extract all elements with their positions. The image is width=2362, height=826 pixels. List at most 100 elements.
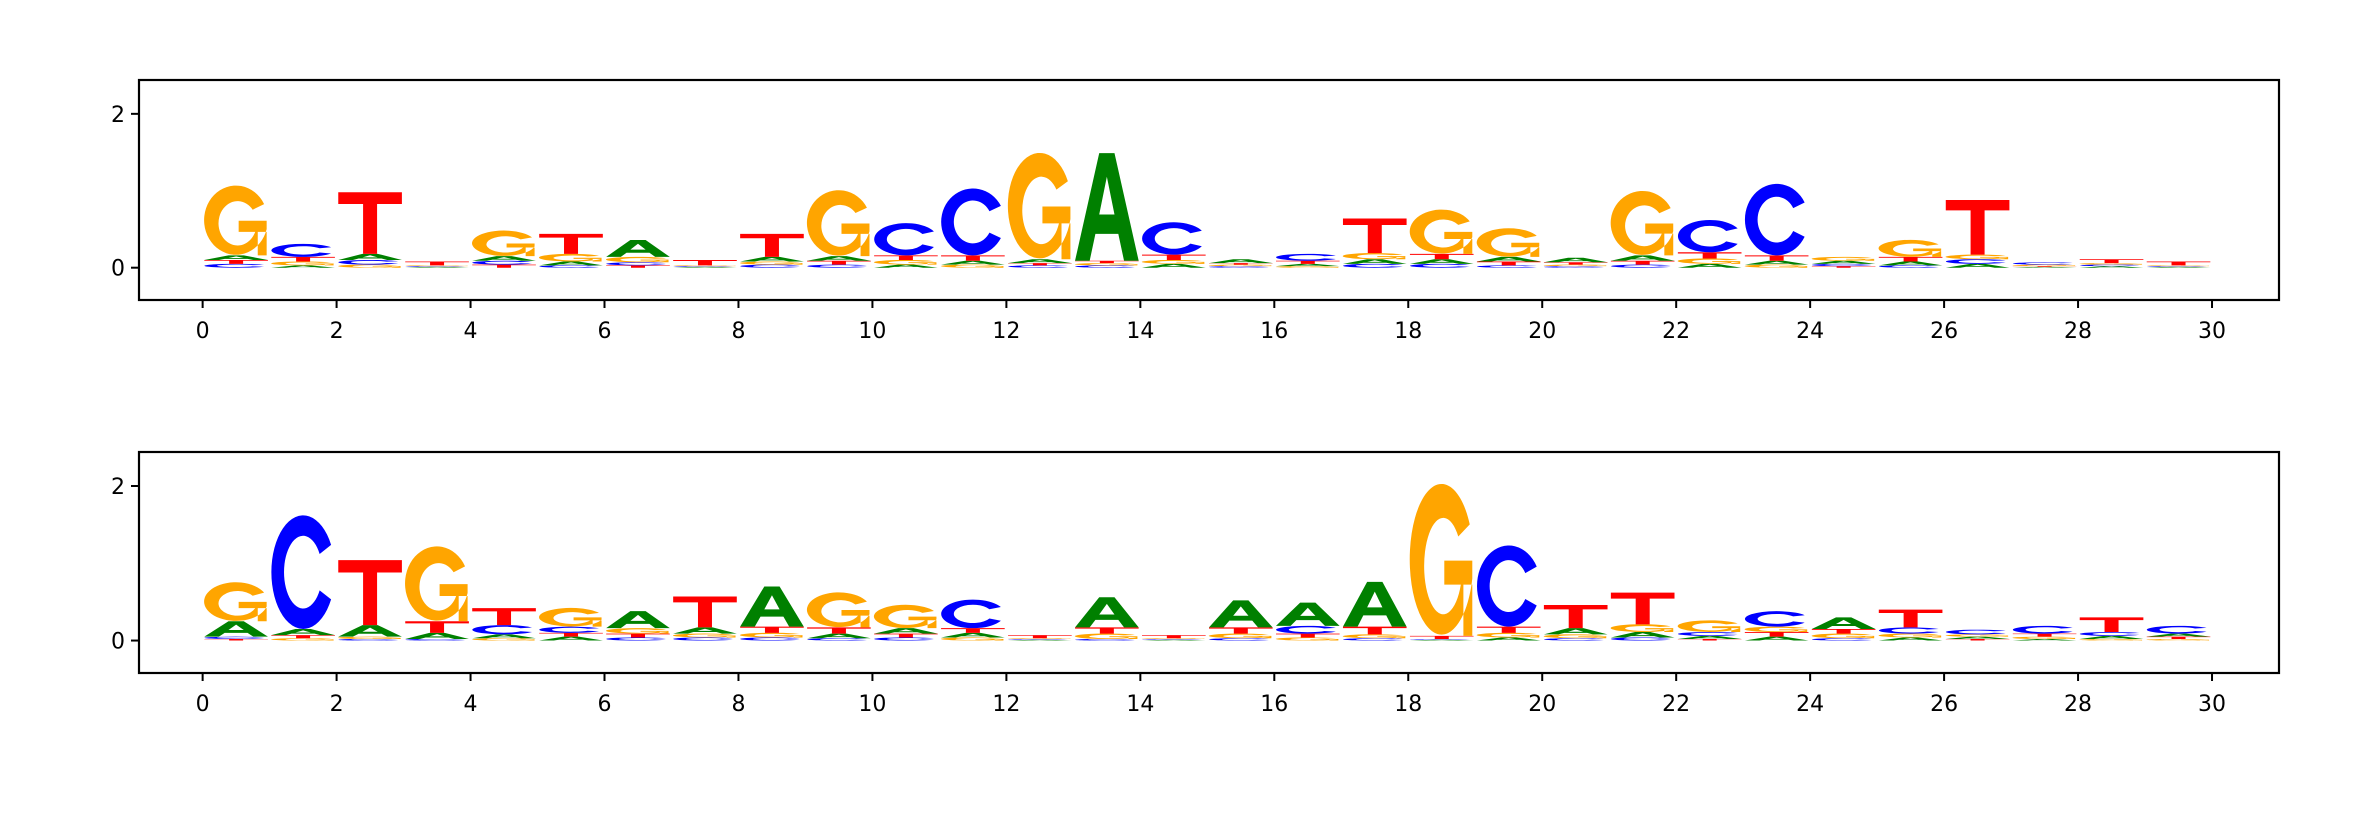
- letter-T: [1275, 633, 1340, 638]
- letter-A: [1945, 263, 2010, 268]
- x-tick-label: 8: [731, 692, 745, 717]
- letter-A: [1945, 636, 2010, 639]
- letter-A: [673, 266, 737, 268]
- letter-A: [1342, 259, 1407, 264]
- letter-C: [472, 260, 533, 265]
- letter-A: [2012, 266, 2077, 268]
- letter-T: [271, 635, 335, 639]
- letter-T: [1142, 635, 1206, 639]
- letter-G: [1476, 632, 1540, 638]
- letter-A: [2079, 266, 2144, 268]
- letter-A: [1543, 257, 1608, 263]
- letter-A: [1610, 255, 1675, 261]
- letter-T: [1476, 261, 1541, 266]
- letter-A: [1275, 263, 1340, 267]
- letter-C: [1878, 265, 1939, 268]
- letter-T: [1008, 635, 1072, 639]
- letter-G: [806, 592, 870, 628]
- letter-A: [338, 253, 402, 260]
- letter-G: [1610, 190, 1674, 256]
- letter-G: [1677, 620, 1741, 633]
- letter-T: [539, 632, 603, 637]
- letter-C: [405, 266, 466, 267]
- letter-T: [338, 192, 402, 254]
- axes-frame: [137, 450, 2281, 675]
- letter-C: [1075, 639, 1135, 641]
- letter-T: [673, 260, 737, 266]
- letter-A: [472, 634, 536, 639]
- letter-A: [271, 265, 335, 268]
- letter-C: [271, 515, 332, 629]
- letter-A: [941, 632, 1005, 638]
- letter-T: [1342, 626, 1407, 635]
- x-tick-label: 28: [2064, 692, 2092, 717]
- letter-G: [940, 264, 1004, 268]
- letter-T: [1878, 256, 1943, 262]
- letter-T: [2146, 261, 2211, 266]
- letter-G: [605, 256, 669, 263]
- letter-G: [204, 582, 267, 622]
- letter-A: [1008, 259, 1072, 264]
- letter-T: [1610, 260, 1675, 265]
- letter-G: [1945, 254, 2009, 260]
- x-tick-label: 4: [464, 692, 478, 717]
- letter-C: [1343, 638, 1403, 641]
- letter-G: [539, 253, 602, 262]
- letter-G: [672, 265, 736, 267]
- letter-A: [539, 261, 603, 266]
- letter-A: [1209, 600, 1273, 628]
- x-tick-label: 28: [2064, 319, 2092, 344]
- letter-T: [2012, 266, 2077, 267]
- letter-A: [1409, 259, 1474, 264]
- letter-T: [1811, 628, 1876, 634]
- letter-A: [1075, 153, 1139, 261]
- axes-frame: [137, 78, 2281, 302]
- letter-G: [1610, 624, 1674, 633]
- x-tick-label: 16: [1260, 319, 1288, 344]
- letter-A: [338, 625, 402, 637]
- letter-C: [941, 599, 1001, 629]
- letter-A: [1677, 263, 1742, 268]
- letter-A: [1142, 263, 1206, 268]
- x-tick-label: 14: [1126, 692, 1154, 717]
- letter-G: [2012, 264, 2076, 267]
- letter-G: [1945, 634, 2009, 637]
- letter-A: [271, 628, 335, 636]
- letter-G: [472, 230, 535, 257]
- x-tick-label: 18: [1394, 319, 1422, 344]
- letter-C: [606, 637, 666, 641]
- letter-C: [1477, 545, 1537, 627]
- letter-C: [539, 626, 600, 633]
- letter-T: [539, 233, 603, 254]
- letter-A: [673, 627, 737, 634]
- x-tick-label: 24: [1796, 319, 1824, 344]
- letter-G: [338, 636, 401, 639]
- letter-T: [1677, 252, 1742, 259]
- letter-T: [1543, 262, 1608, 265]
- letter-A: [606, 611, 670, 629]
- letter-G: [1409, 209, 1473, 254]
- x-tick-label: 30: [2198, 692, 2226, 717]
- letter-G: [1208, 633, 1272, 639]
- letter-G: [1476, 228, 1540, 257]
- letter-T: [1209, 627, 1273, 634]
- letter-G: [1208, 264, 1272, 267]
- y-tick-label: 2: [111, 475, 125, 500]
- letter-G: [2146, 265, 2210, 267]
- letter-A: [1075, 597, 1139, 628]
- letter-A: [807, 256, 871, 261]
- letter-A: [1342, 581, 1407, 627]
- letter-T: [1610, 592, 1675, 625]
- letter-A: [1878, 637, 1943, 641]
- x-tick-label: 6: [598, 692, 612, 717]
- x-tick-label: 16: [1260, 692, 1288, 717]
- letter-G: [1744, 626, 1808, 633]
- letter-T: [1409, 635, 1474, 639]
- letter-C: [1610, 637, 1671, 641]
- letter-G: [1275, 637, 1339, 641]
- letter-T: [1945, 639, 2010, 641]
- letter-C: [673, 266, 733, 267]
- letter-A: [606, 240, 670, 257]
